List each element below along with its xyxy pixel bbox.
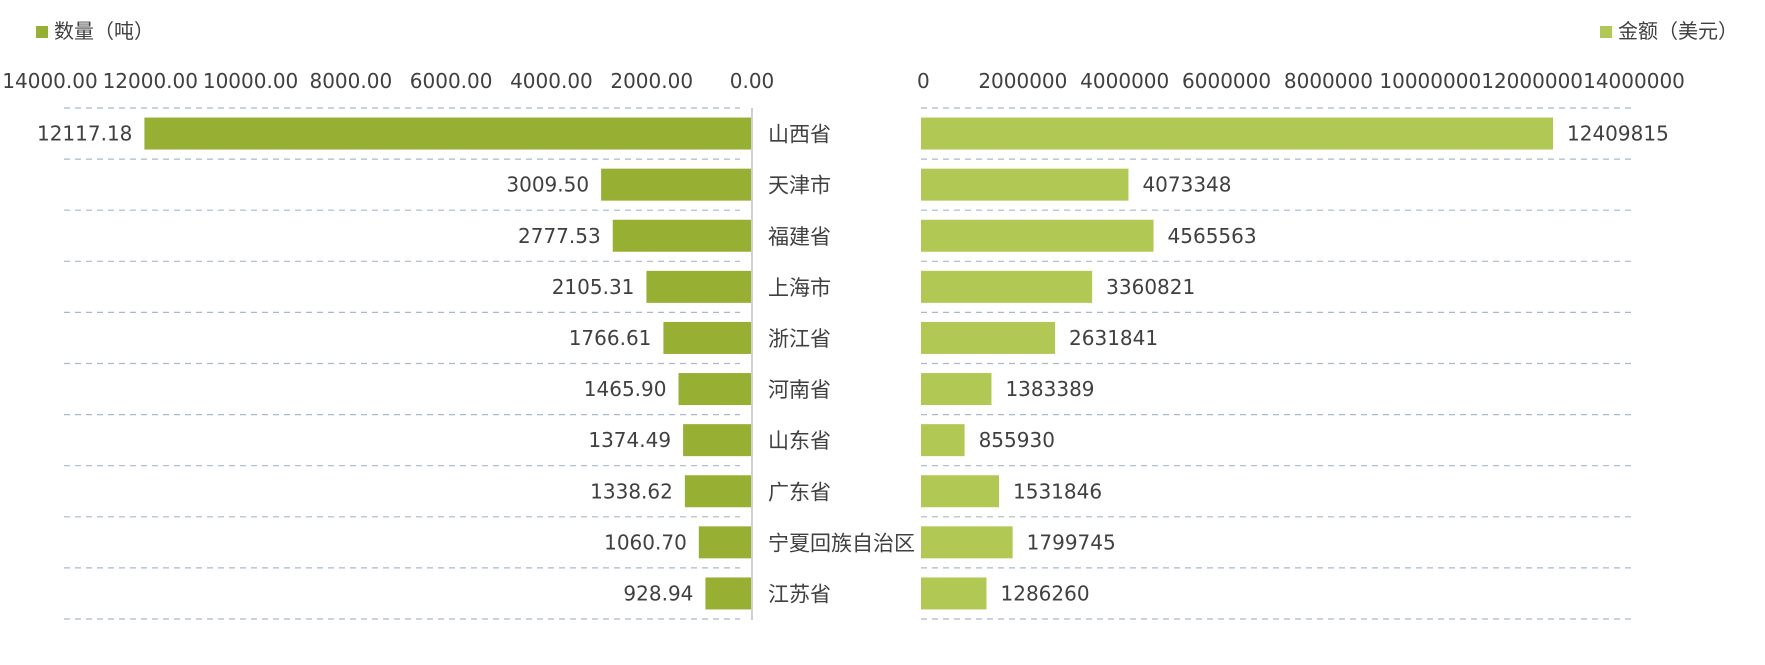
value-label-amount: 4073348: [1142, 173, 1231, 197]
bar-quantity: [684, 475, 752, 508]
x-tick-label-amount: 10000000: [1379, 69, 1481, 93]
value-label-amount: 12409815: [1567, 122, 1669, 146]
x-tick-label-quantity: 8000.00: [309, 69, 392, 93]
value-labels-quantity: 12117.18 3009.50 2777.53 2105.31 1766.61 1465…: [37, 122, 693, 606]
value-label-amount: 1286260: [1001, 581, 1090, 605]
value-label-quantity: 12117.18: [37, 122, 132, 146]
bar-amount: [921, 219, 1154, 252]
bar-quantity: [144, 117, 752, 150]
value-labels-amount: 12409815 4073348 4565563 3360821 2631841 1383…: [979, 122, 1669, 606]
x-tick-label-quantity: 4000.00: [510, 69, 593, 93]
category-label: 山东省: [768, 429, 831, 453]
bar-amount: [921, 321, 1056, 354]
gridlines: [64, 107, 1636, 620]
bar-quantity: [698, 526, 752, 559]
x-tick-label-quantity: 12000.00: [103, 69, 198, 93]
value-label-quantity: 1766.61: [569, 326, 652, 350]
bar-amount: [921, 577, 987, 610]
bar-quantity: [663, 321, 752, 354]
category-label: 福建省: [768, 225, 831, 249]
x-tick-label-quantity: 6000.00: [410, 69, 493, 93]
category-label: 山西省: [768, 123, 831, 147]
x-axis-ticks-amount: 0 2000000 4000000 6000000 8000000 10000000 120…: [917, 69, 1685, 93]
legend-label-amount: 金额（美元）: [1618, 19, 1738, 43]
bar-quantity: [612, 219, 752, 252]
x-tick-label-amount: 2000000: [978, 69, 1067, 93]
value-label-quantity: 1060.70: [604, 530, 687, 554]
x-tick-label-amount: 12000000: [1481, 69, 1583, 93]
x-tick-label-amount: 6000000: [1182, 69, 1271, 93]
x-tick-label-quantity: 10000.00: [203, 69, 298, 93]
bar-amount: [921, 475, 1000, 508]
x-tick-label-quantity: 14000.00: [2, 69, 97, 93]
value-label-amount: 2631841: [1069, 326, 1158, 350]
bar-quantity: [705, 577, 752, 610]
bar-quantity: [601, 168, 752, 201]
bar-quantity: [683, 424, 752, 457]
x-tick-label-amount: 4000000: [1080, 69, 1169, 93]
bar-quantity: [678, 373, 752, 406]
value-label-quantity: 1374.49: [588, 428, 671, 452]
value-label-amount: 1799745: [1027, 530, 1116, 554]
value-label-quantity: 928.94: [623, 581, 693, 605]
value-label-quantity: 2777.53: [518, 224, 601, 248]
value-label-quantity: 1338.62: [590, 479, 673, 503]
category-label: 广东省: [768, 480, 831, 504]
value-label-quantity: 1465.90: [584, 377, 667, 401]
category-label: 宁夏回族自治区: [768, 531, 915, 555]
value-label-amount: 4565563: [1168, 224, 1257, 248]
x-tick-label-amount: 8000000: [1284, 69, 1373, 93]
bars-amount: [921, 117, 1554, 610]
bar-amount: [921, 270, 1093, 303]
x-tick-label-quantity: 2000.00: [610, 69, 693, 93]
category-label: 江苏省: [768, 582, 831, 606]
legend-swatch-quantity: [36, 26, 48, 38]
x-tick-label-amount: 0: [917, 69, 930, 93]
value-label-quantity: 3009.50: [506, 173, 589, 197]
legend-amount: 金额（美元）: [1600, 19, 1738, 43]
x-tick-label-quantity: 0.00: [730, 69, 775, 93]
value-label-amount: 855930: [979, 428, 1055, 452]
category-label: 上海市: [768, 276, 831, 300]
bar-amount: [921, 424, 965, 457]
value-label-amount: 1531846: [1013, 479, 1102, 503]
bar-amount: [921, 373, 992, 406]
x-axis-ticks-quantity: 14000.00 12000.00 10000.00 8000.00 6000.00 40…: [2, 69, 774, 93]
bar-amount: [921, 526, 1013, 559]
legend-label-quantity: 数量（吨）: [54, 19, 154, 43]
legend-swatch-amount: [1600, 26, 1612, 38]
value-label-quantity: 2105.31: [552, 275, 635, 299]
category-label: 天津市: [768, 174, 831, 198]
x-tick-label-amount: 14000000: [1583, 69, 1685, 93]
bar-quantity: [646, 270, 752, 303]
category-label: 浙江省: [768, 327, 831, 351]
value-label-amount: 1383389: [1005, 377, 1094, 401]
value-label-amount: 3360821: [1106, 275, 1195, 299]
bar-amount: [921, 168, 1129, 201]
bars-quantity: [144, 117, 752, 610]
category-label: 河南省: [768, 378, 831, 402]
legend-quantity: 数量（吨）: [36, 19, 154, 43]
bar-amount: [921, 117, 1554, 150]
